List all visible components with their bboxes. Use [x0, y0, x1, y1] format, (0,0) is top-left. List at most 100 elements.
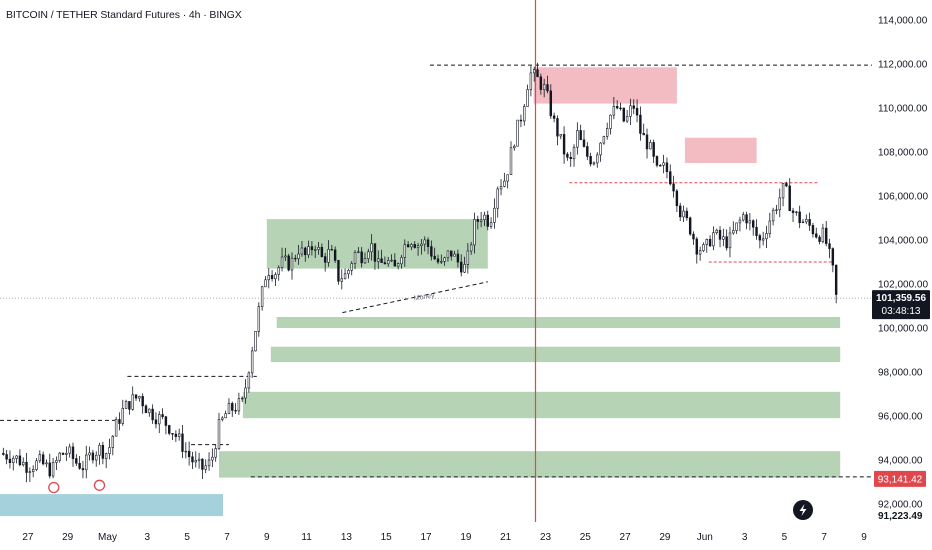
candle-body-101: [337, 260, 340, 282]
candle-body-168: [559, 134, 562, 137]
candle-body-148: [493, 207, 496, 223]
candle-body-11: [38, 454, 42, 462]
low-price-tag[interactable]: [874, 470, 926, 487]
candle-body-135: [450, 250, 453, 257]
candle-body-237: [788, 185, 791, 212]
candle-body-173: [576, 130, 579, 148]
candle-body-5: [18, 455, 22, 466]
candle-body-30: [101, 444, 105, 459]
candle-body-174: [579, 130, 582, 140]
candle-body-73: [244, 387, 247, 399]
candle-body-12: [41, 454, 45, 465]
candle-body-244: [811, 225, 815, 235]
candle-body-57: [191, 456, 194, 463]
candle-body-233: [775, 209, 778, 211]
candle-body-14: [48, 462, 51, 477]
candle-body-2: [8, 458, 12, 464]
x-tick-label: 13: [341, 532, 353, 543]
zone-supply-2[interactable]: [684, 137, 757, 163]
candle-body-88: [294, 257, 297, 260]
candle-body-179: [596, 154, 599, 164]
candle-body-245: [815, 233, 818, 238]
candle-body-158: [526, 89, 529, 107]
candle-body-231: [768, 220, 772, 234]
candle-body-34: [114, 419, 118, 437]
candle-body-119: [396, 263, 400, 267]
swing-low-circle-1[interactable]: [93, 479, 106, 491]
candle-body-134: [446, 250, 450, 259]
candle-body-238: [791, 210, 795, 213]
candle-body-193: [642, 133, 645, 136]
candle-body-150: [499, 186, 503, 190]
candle-body-234: [778, 197, 781, 211]
candle-body-227: [755, 226, 758, 236]
candle-body-121: [403, 244, 407, 258]
y-tick-label: 108,000.00: [878, 148, 928, 159]
candle-body-199: [662, 162, 665, 166]
x-tick-label: 23: [540, 532, 552, 543]
zone-supply-1[interactable]: [533, 67, 677, 104]
candle-body-110: [367, 251, 370, 259]
candle-body-84: [280, 256, 284, 268]
candle-body-130: [433, 255, 436, 260]
candle-body-35: [118, 419, 121, 424]
candle-body-171: [569, 157, 572, 160]
candle-body-63: [211, 456, 214, 461]
candle-body-94: [314, 249, 317, 251]
candle-body-128: [426, 239, 430, 247]
candle-body-219: [728, 232, 732, 249]
bolt-glyph: [799, 504, 807, 516]
candle-body-230: [765, 233, 768, 240]
candle-body-118: [393, 259, 397, 267]
candle-body-147: [489, 222, 493, 227]
zone-demand-3[interactable]: [276, 317, 841, 328]
candle-body-136: [453, 253, 456, 257]
x-tick-label: 29: [62, 532, 74, 543]
candle-body-243: [808, 219, 811, 226]
candle-body-98: [327, 249, 330, 263]
candle-body-28: [95, 454, 98, 461]
candle-body-61: [204, 465, 207, 470]
candle-body-137: [456, 253, 460, 263]
candle-body-103: [343, 273, 347, 280]
y-tick-label: 92,000.00: [878, 500, 923, 511]
zone-demand-6[interactable]: [219, 451, 841, 478]
x-tick-label: 27: [620, 532, 632, 543]
candle-body-126: [420, 243, 423, 247]
y-tick-label: 96,000.00: [878, 412, 923, 423]
level-line-5[interactable]: [342, 281, 488, 314]
candle-body-155: [516, 119, 519, 147]
candle-body-222: [738, 219, 742, 224]
candle-body-90: [300, 247, 304, 255]
candle-body-23: [78, 462, 81, 469]
candle-body-124: [413, 244, 416, 248]
zone-demand-5[interactable]: [242, 391, 841, 419]
candle-body-36: [121, 408, 124, 424]
candle-body-3: [12, 458, 15, 463]
candle-body-74: [247, 372, 251, 389]
candle-body-19: [65, 452, 68, 455]
candle-body-51: [171, 433, 174, 435]
candle-body-69: [231, 403, 234, 411]
candle-body-52: [174, 433, 178, 437]
candle-body-115: [383, 262, 387, 265]
candle-body-167: [556, 118, 559, 137]
zone-liquidity-7[interactable]: [0, 494, 223, 517]
candle-body-89: [297, 253, 300, 259]
chart-title: BITCOIN / TETHER Standard Futures · 4h ·…: [6, 9, 242, 21]
candle-body-42: [141, 396, 144, 407]
swing-low-circle-0[interactable]: [48, 481, 60, 494]
candle-body-7: [25, 461, 28, 473]
candle-body-68: [227, 403, 231, 414]
candle-body-131: [436, 258, 440, 263]
candle-body-240: [798, 211, 801, 223]
candle-body-93: [310, 246, 314, 251]
candle-body-47: [158, 414, 161, 425]
zone-demand-4[interactable]: [270, 346, 841, 363]
low-price-value: 93,141.42: [878, 474, 923, 485]
y-tick-label: 104,000.00: [878, 236, 928, 247]
candle-body-205: [682, 210, 685, 218]
current-price-tag[interactable]: [872, 290, 930, 320]
candle-body-175: [582, 139, 586, 147]
